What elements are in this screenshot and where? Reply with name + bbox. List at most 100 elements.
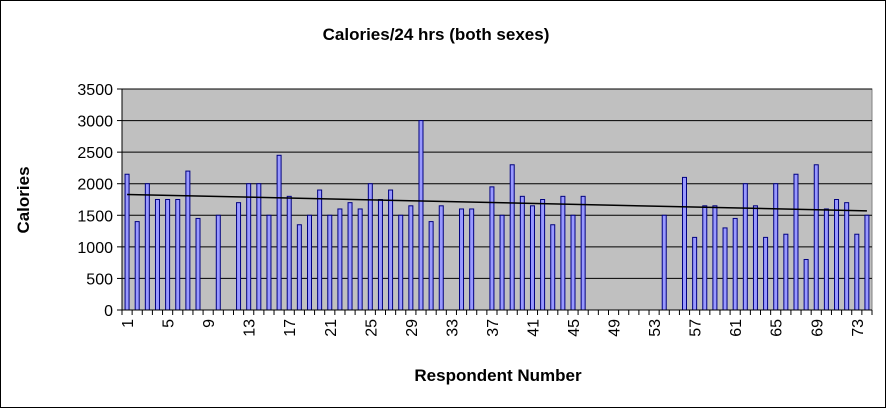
bar — [752, 205, 758, 311]
bar — [317, 189, 323, 311]
bar — [134, 221, 140, 311]
bar — [185, 170, 191, 311]
trend-layer — [127, 193, 867, 212]
bar — [540, 199, 546, 311]
bar — [823, 208, 829, 311]
bar — [864, 214, 870, 311]
bar — [834, 199, 840, 311]
y-tick-label: 0 — [104, 303, 113, 320]
y-tick-label: 500 — [86, 271, 113, 288]
bar — [844, 202, 850, 311]
bar — [236, 202, 242, 311]
bar — [256, 183, 262, 311]
bar — [408, 205, 414, 311]
x-tick-label: 69 — [809, 319, 826, 337]
x-tick-label: 45 — [566, 319, 583, 337]
bar — [175, 199, 181, 311]
plot-area — [121, 88, 873, 311]
x-tick-label: 13 — [242, 319, 259, 337]
bar — [388, 189, 394, 311]
y-tick-labels: 0 500 1000 1500 2000 2500 3000 3500 — [77, 82, 113, 320]
bar — [509, 164, 515, 311]
bar — [246, 183, 252, 311]
bar — [438, 205, 444, 311]
bar — [307, 214, 312, 311]
bar — [286, 195, 292, 311]
x-axis-title: Respondent Number — [414, 366, 582, 385]
bar — [519, 195, 525, 311]
x-tick-label: 21 — [323, 319, 340, 337]
x-tick-label: 33 — [444, 319, 461, 337]
bars-layer — [124, 120, 870, 311]
x-tick-label: 29 — [404, 319, 421, 337]
bar — [428, 221, 434, 311]
x-tick-label: 53 — [647, 319, 664, 337]
bar — [144, 183, 150, 311]
trendline — [127, 193, 867, 212]
bar — [418, 120, 424, 311]
x-tick-label: 5 — [161, 319, 178, 328]
bar — [154, 199, 160, 311]
bar — [854, 233, 860, 311]
bar — [357, 208, 363, 311]
bar — [570, 214, 576, 311]
x-tick-label: 73 — [850, 319, 867, 337]
bar — [165, 199, 171, 311]
y-tick-label: 3000 — [77, 114, 113, 131]
bar — [377, 199, 383, 311]
bar — [529, 205, 535, 311]
bar — [793, 173, 799, 311]
y-axis-title: Calories — [14, 166, 33, 233]
bar — [266, 214, 272, 311]
bar — [803, 258, 809, 311]
bar — [276, 154, 282, 311]
bar — [469, 208, 475, 311]
bar — [732, 217, 738, 311]
bar — [195, 217, 201, 311]
chart-title: Calories/24 hrs (both sexes) — [323, 25, 550, 44]
bar — [773, 183, 779, 311]
x-tick-label: 41 — [525, 319, 542, 337]
bar — [337, 208, 343, 311]
bar — [489, 186, 495, 311]
y-tick-label: 1000 — [77, 240, 113, 257]
bar — [560, 195, 566, 311]
x-tick-label: 25 — [363, 319, 380, 337]
bar — [499, 214, 505, 311]
bar — [327, 214, 333, 311]
y-tick-label: 3500 — [77, 82, 113, 99]
x-tick-label: 9 — [201, 319, 218, 328]
axes-layer — [117, 88, 873, 315]
bar — [692, 236, 698, 311]
bar — [459, 208, 465, 311]
bar — [296, 224, 302, 311]
y-tick-label: 2000 — [77, 177, 113, 194]
bar — [712, 205, 718, 311]
x-tick-label: 65 — [769, 319, 786, 337]
bar — [682, 176, 687, 311]
bar — [722, 227, 728, 311]
bar — [215, 214, 221, 311]
x-tick-label: 1 — [120, 319, 137, 328]
x-tick-label: 61 — [728, 319, 745, 337]
x-tick-label: 37 — [485, 319, 502, 337]
x-tick-label: 49 — [607, 319, 624, 337]
bar — [550, 224, 556, 311]
x-tick-label: 57 — [688, 319, 705, 337]
y-tick-label: 1500 — [77, 208, 113, 225]
bar — [580, 195, 586, 311]
bar — [813, 164, 819, 311]
bar — [347, 202, 353, 311]
bar — [742, 183, 748, 311]
bar — [398, 214, 404, 311]
bar — [783, 233, 789, 311]
bar — [661, 214, 667, 311]
bar — [702, 205, 708, 311]
y-tick-label: 2500 — [77, 145, 113, 162]
x-tick-label: 17 — [282, 319, 299, 337]
bar — [367, 183, 373, 311]
x-tick-labels: 1 5 9 13 17 21 25 29 33 37 41 45 49 53 57 61 65 69 73 — [120, 319, 867, 337]
bar — [763, 236, 769, 311]
